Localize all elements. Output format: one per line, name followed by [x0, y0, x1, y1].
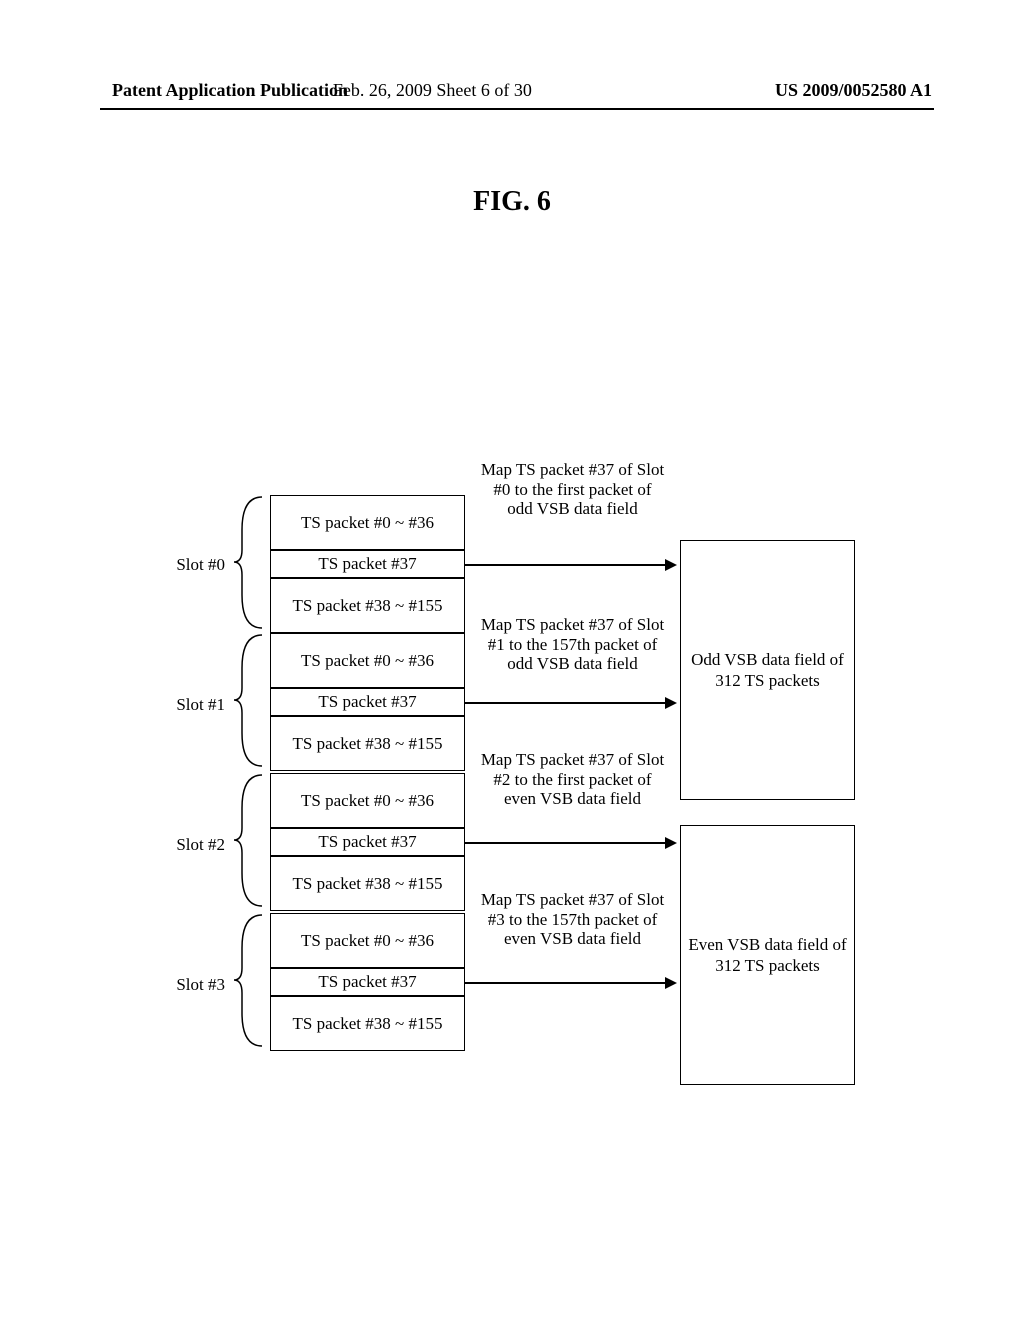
brace-slot-1 — [232, 633, 266, 768]
header-left: Patent Application Publication — [112, 80, 348, 101]
slot-3-label: Slot #3 — [155, 975, 225, 995]
brace-slot-0 — [232, 495, 266, 630]
slot-0-row-low: TS packet #38 ~ #155 — [270, 578, 465, 633]
brace-slot-2 — [232, 773, 266, 908]
slot-1-row-low: TS packet #38 ~ #155 — [270, 716, 465, 771]
header-rule — [100, 108, 934, 110]
slot-3: TS packet #0 ~ #36 TS packet #37 TS pack… — [270, 913, 465, 1051]
map-caption-2: Map TS packet #37 of Slot #2 to the firs… — [480, 750, 665, 809]
slot-0-row-high: TS packet #0 ~ #36 — [270, 495, 465, 550]
arrow-slot2 — [465, 842, 675, 844]
slot-1-row-high: TS packet #0 ~ #36 — [270, 633, 465, 688]
slot-3-row-high: TS packet #0 ~ #36 — [270, 913, 465, 968]
brace-slot-3 — [232, 913, 266, 1048]
map-caption-0: Map TS packet #37 of Slot #0 to the firs… — [480, 460, 665, 519]
arrow-slot1 — [465, 702, 675, 704]
figure-title: FIG. 6 — [473, 186, 551, 218]
slot-2-row-low: TS packet #38 ~ #155 — [270, 856, 465, 911]
slot-0: TS packet #0 ~ #36 TS packet #37 TS pack… — [270, 495, 465, 633]
arrow-slot0 — [465, 564, 675, 566]
slot-1-label: Slot #1 — [155, 695, 225, 715]
slot-2-row-high: TS packet #0 ~ #36 — [270, 773, 465, 828]
page-header: Patent Application Publication Feb. 26, … — [0, 80, 1024, 110]
slot-3-row-low: TS packet #38 ~ #155 — [270, 996, 465, 1051]
header-mid: Feb. 26, 2009 Sheet 6 of 30 — [333, 80, 532, 101]
even-vsb-field: Even VSB data field of 312 TS packets — [680, 825, 855, 1085]
slot-1-row-mid: TS packet #37 — [270, 688, 465, 716]
figure-diagram: Slot #0 Slot #1 Slot #2 Slot #3 TS packe… — [155, 470, 925, 1090]
slot-2: TS packet #0 ~ #36 TS packet #37 TS pack… — [270, 773, 465, 911]
slot-2-row-mid: TS packet #37 — [270, 828, 465, 856]
slot-0-row-mid: TS packet #37 — [270, 550, 465, 578]
header-right: US 2009/0052580 A1 — [775, 80, 932, 101]
map-caption-1: Map TS packet #37 of Slot #1 to the 157t… — [480, 615, 665, 674]
slot-2-label: Slot #2 — [155, 835, 225, 855]
odd-vsb-field: Odd VSB data field of 312 TS packets — [680, 540, 855, 800]
map-caption-3: Map TS packet #37 of Slot #3 to the 157t… — [480, 890, 665, 949]
slot-1: TS packet #0 ~ #36 TS packet #37 TS pack… — [270, 633, 465, 771]
slot-0-label: Slot #0 — [155, 555, 225, 575]
slot-3-row-mid: TS packet #37 — [270, 968, 465, 996]
arrow-slot3 — [465, 982, 675, 984]
